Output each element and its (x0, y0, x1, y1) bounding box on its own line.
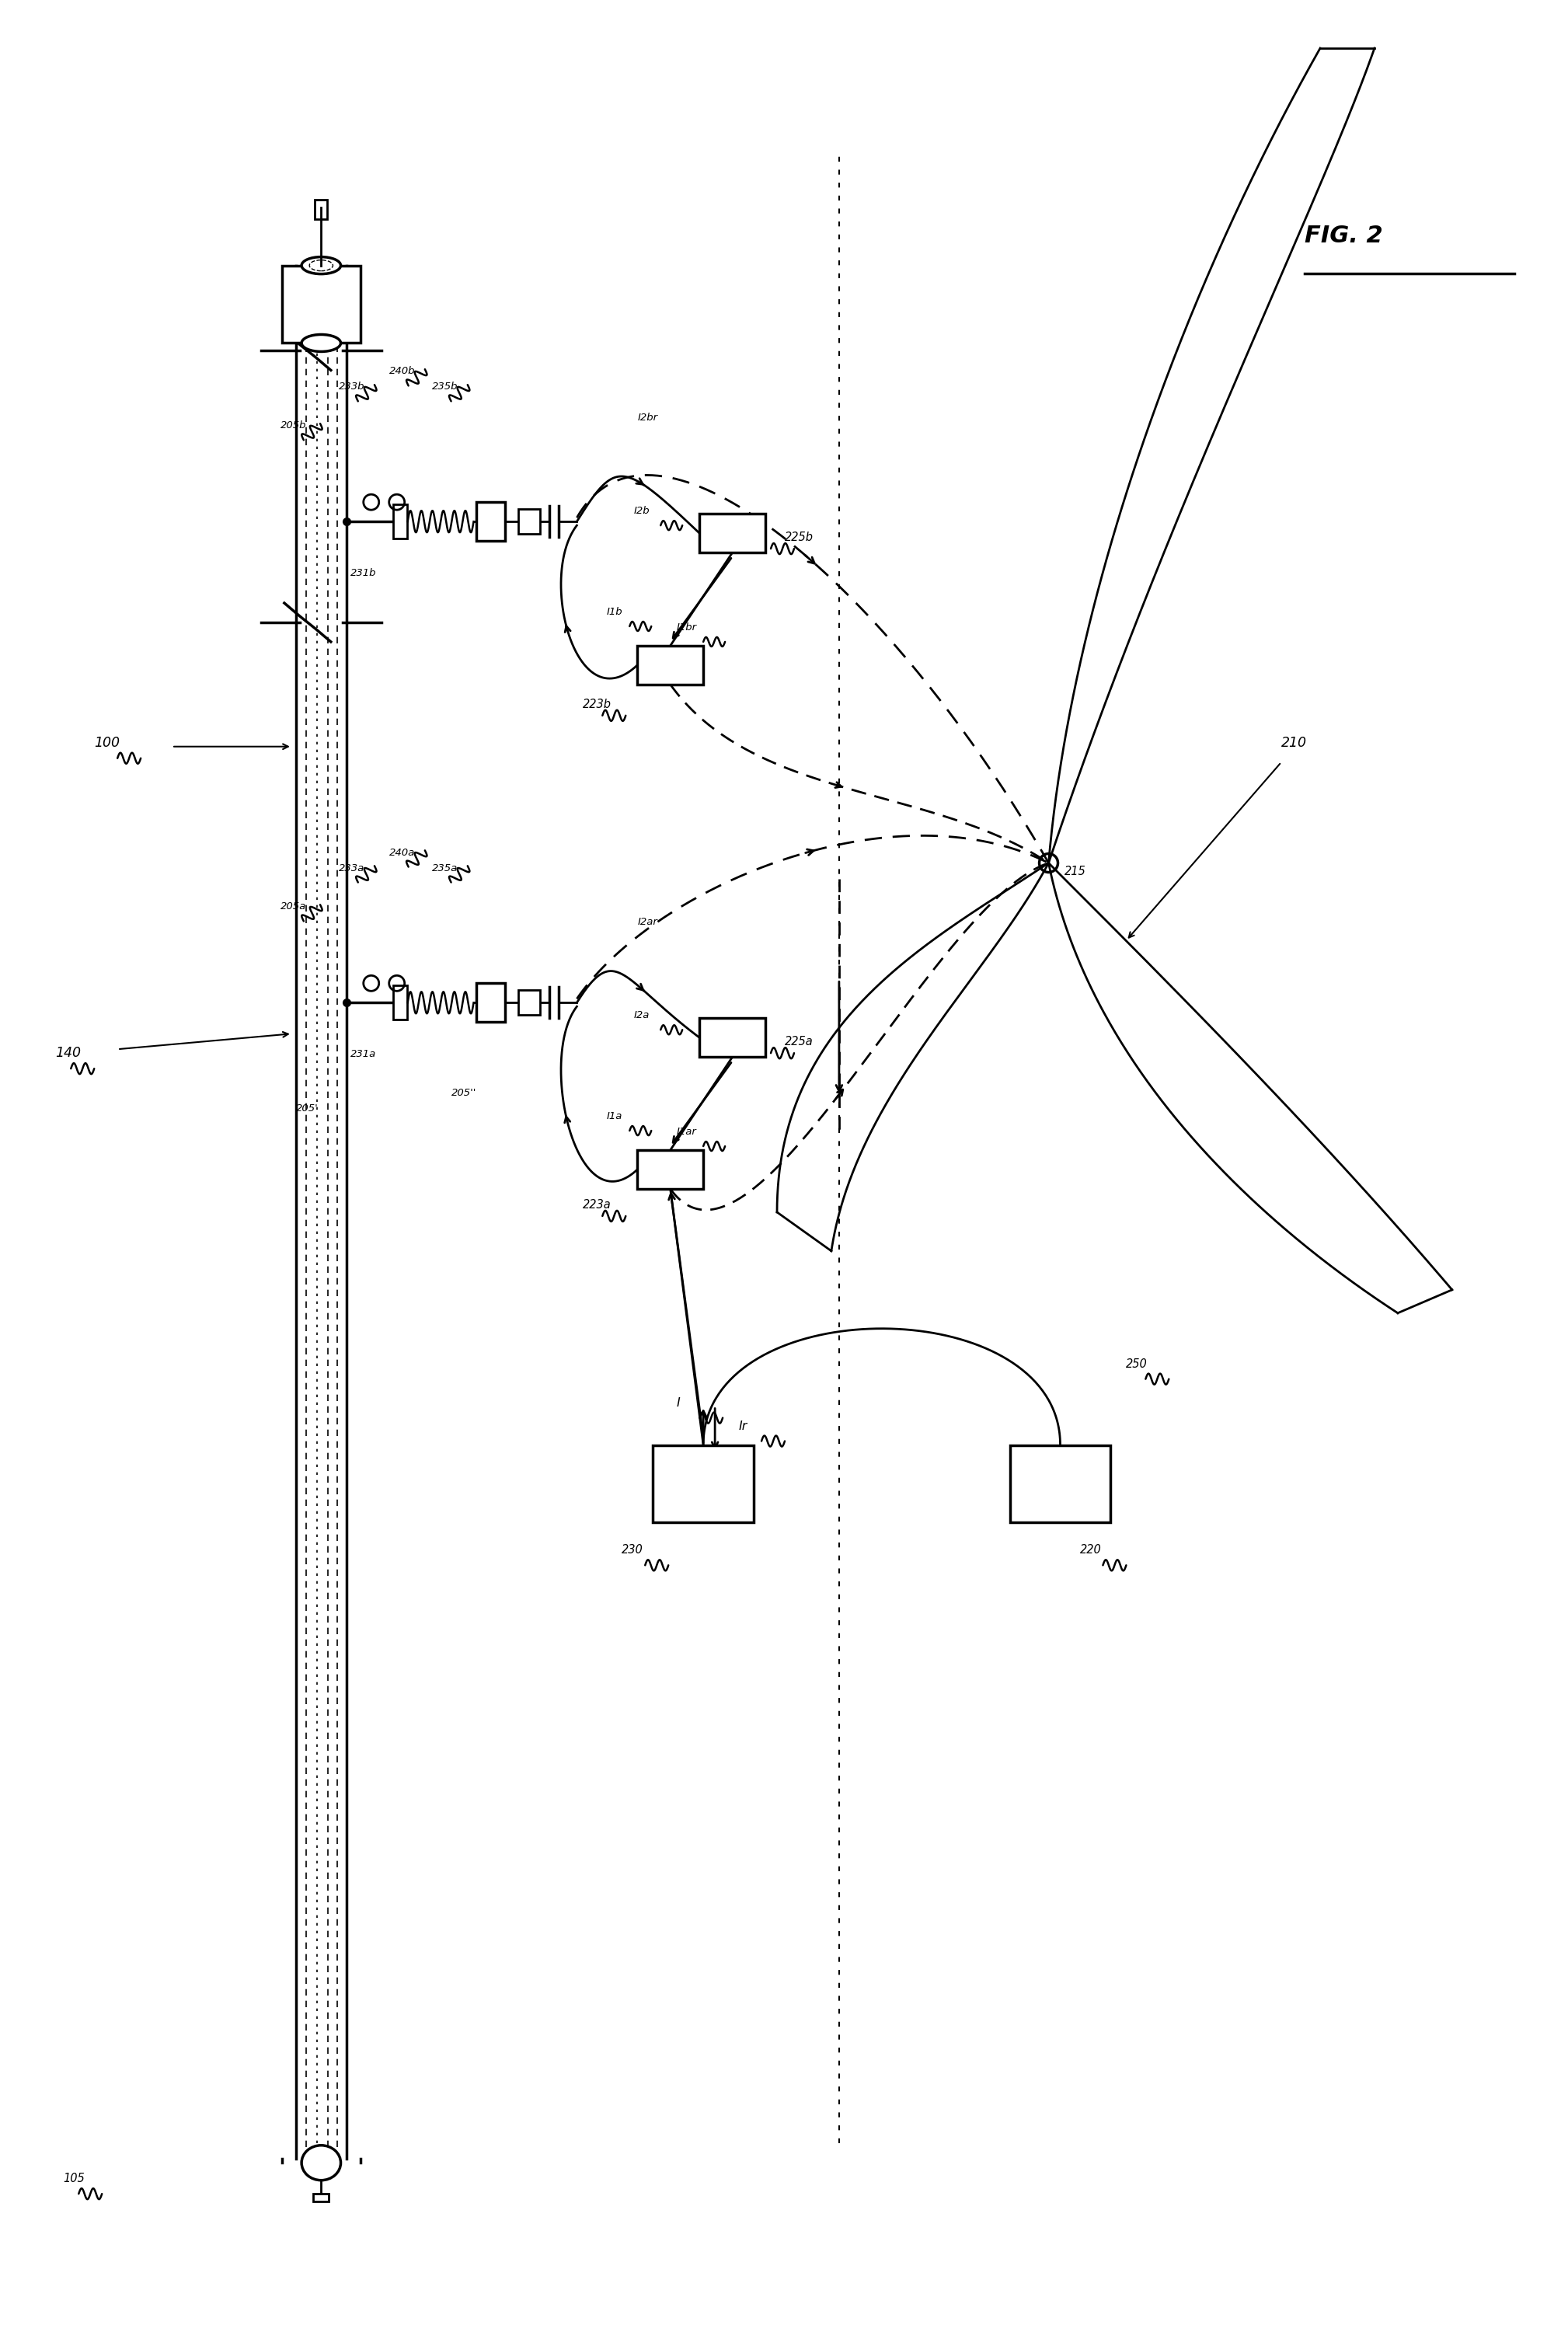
Text: 140: 140 (55, 1046, 82, 1060)
Text: I: I (676, 1396, 681, 1408)
Bar (699, 515, 765, 552)
Text: 250: 250 (1126, 1359, 1148, 1371)
Text: 231b: 231b (350, 568, 376, 578)
Bar (637, 1151, 704, 1188)
Text: 205a: 205a (281, 903, 306, 912)
Text: 233a: 233a (339, 863, 364, 872)
Text: I2a: I2a (633, 1010, 649, 1020)
Ellipse shape (301, 2145, 340, 2180)
Text: 235b: 235b (431, 381, 458, 393)
Text: 205b: 205b (281, 421, 306, 430)
Bar (699, 1017, 765, 1057)
Bar (282, 264, 361, 344)
Text: 240b: 240b (389, 367, 416, 377)
Text: I1a: I1a (607, 1111, 622, 1120)
Text: 231a: 231a (350, 1050, 376, 1060)
Text: 225a: 225a (784, 1036, 814, 1048)
Bar (394, 985, 406, 1020)
Text: 230: 230 (622, 1544, 643, 1555)
Text: 205': 205' (296, 1104, 318, 1113)
Text: I1ar: I1ar (676, 1127, 696, 1137)
Bar (519, 989, 541, 1015)
Bar (637, 646, 704, 685)
Text: FIG. 2: FIG. 2 (1305, 225, 1383, 248)
Text: I2br: I2br (637, 414, 657, 423)
Bar (477, 503, 505, 540)
Text: 105: 105 (63, 2173, 85, 2185)
Bar (477, 982, 505, 1022)
Text: I2ar: I2ar (637, 917, 657, 926)
Bar (315, 199, 328, 220)
Text: I1b: I1b (607, 606, 622, 617)
Text: 240a: 240a (389, 847, 416, 858)
Text: 215: 215 (1065, 865, 1085, 877)
Text: 233b: 233b (339, 381, 365, 393)
Text: 210: 210 (1281, 737, 1308, 751)
Text: I1br: I1br (676, 622, 696, 632)
Text: 223b: 223b (583, 699, 612, 711)
Text: 223a: 223a (583, 1200, 612, 1212)
Ellipse shape (309, 260, 332, 271)
Ellipse shape (301, 257, 340, 274)
Bar (314, 2194, 329, 2201)
Bar (394, 505, 406, 538)
Bar (652, 1446, 754, 1523)
Text: 205'': 205'' (452, 1088, 477, 1097)
Text: 225b: 225b (784, 531, 814, 543)
Text: Ir: Ir (739, 1420, 746, 1431)
Ellipse shape (301, 334, 340, 351)
Text: 235a: 235a (431, 863, 458, 872)
Bar (1010, 1446, 1110, 1523)
Text: I2b: I2b (633, 505, 649, 517)
Text: 220: 220 (1080, 1544, 1101, 1555)
Bar (519, 510, 541, 533)
Text: 100: 100 (94, 737, 119, 751)
